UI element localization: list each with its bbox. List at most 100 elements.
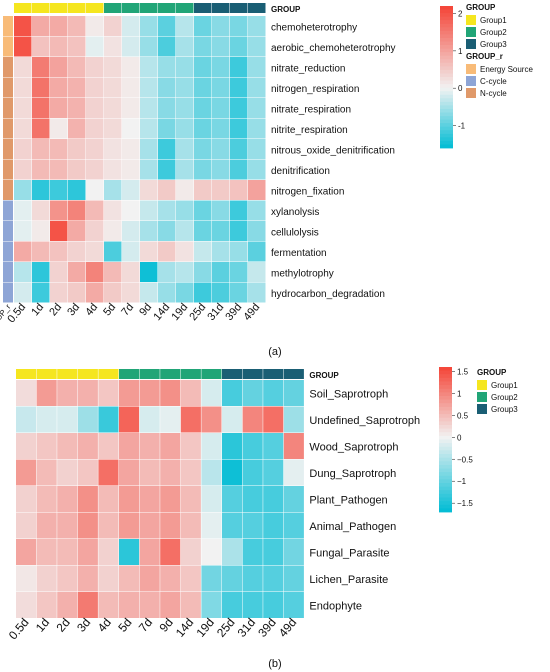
row-group-cell: [3, 180, 13, 200]
heatmap-cell: [140, 282, 158, 303]
color-scale-segment: [439, 468, 452, 473]
heatmap-cell: [230, 262, 248, 282]
heatmap-cell: [57, 380, 78, 406]
heatmap-cell: [212, 221, 230, 241]
color-scale-tick-label: 0.5: [457, 411, 469, 420]
color-scale-segment: [439, 493, 452, 498]
heatmap-cell: [201, 512, 222, 539]
color-scale-segment: [439, 479, 452, 484]
row-label: nitrate_respiration: [271, 104, 351, 115]
heatmap-cell: [122, 241, 140, 262]
heatmap-cell: [180, 459, 201, 486]
row-label: nitrous_oxide_denitrification: [271, 145, 395, 156]
heatmap-cell: [222, 539, 243, 565]
heatmap-cell: [212, 77, 230, 98]
column-label: 7d: [136, 615, 155, 634]
row-group-cell: [3, 282, 13, 303]
color-scale-segment: [440, 123, 453, 128]
heatmap-cell: [194, 98, 212, 118]
heatmap-cell: [176, 57, 194, 77]
color-scale-segment: [439, 472, 452, 477]
heatmap-cell: [57, 512, 78, 539]
color-scale-segment: [439, 504, 452, 509]
heatmap-cell: [263, 592, 284, 618]
color-scale-segment: [440, 105, 453, 110]
group-legend-swatch: [466, 27, 476, 37]
heatmap-cell: [32, 159, 50, 180]
heatmap-cell: [248, 262, 266, 282]
color-scale-segment: [440, 108, 453, 113]
color-scale-segment: [439, 475, 452, 480]
column-label: 5d: [101, 301, 118, 318]
heatmap-cell: [104, 139, 122, 159]
heatmap-cell: [158, 77, 176, 98]
heatmap-cell: [50, 262, 68, 282]
heatmap-cell: [139, 512, 160, 539]
heatmap-cell: [32, 16, 50, 36]
heatmap-cell: [16, 512, 37, 539]
heatmap-cell: [222, 459, 243, 486]
heatmap-cell: [248, 98, 266, 118]
heatmap-cell: [242, 380, 263, 406]
row-group-cell: [3, 139, 13, 159]
color-scale-segment: [440, 62, 453, 67]
heatmap-cell: [140, 98, 158, 118]
heatmap-cell: [248, 36, 266, 57]
heatmap-cell: [230, 36, 248, 57]
row-group-cell: [3, 57, 13, 77]
heatmap-cell: [140, 241, 158, 262]
row-group-cell: [3, 241, 13, 262]
heatmap-cell: [14, 159, 32, 180]
heatmap-cell: [32, 200, 50, 221]
heatmap-cell: [140, 159, 158, 180]
color-scale-segment: [439, 454, 452, 459]
color-scale-segment: [439, 414, 452, 419]
heatmap-cell: [160, 486, 181, 512]
heatmap-cell: [16, 592, 37, 618]
heatmap-cell: [122, 221, 140, 241]
color-scale-segment: [440, 20, 453, 25]
heatmap-cell: [50, 139, 68, 159]
heatmap-cell: [212, 57, 230, 77]
color-scale-tick-label: 1: [457, 389, 462, 398]
heatmap-panel-b: GROUP Soil_Saprotroph Undefined_Saprotrop…: [6, 367, 518, 642]
heatmap-cell: [158, 118, 176, 139]
color-scale-segment: [439, 377, 452, 382]
heatmap-cell: [68, 98, 86, 118]
color-scale-segment: [440, 41, 453, 46]
heatmap-cell: [32, 98, 50, 118]
group-legend-label: Group2: [480, 28, 507, 37]
heatmap-cell: [119, 539, 140, 565]
column-label: 25d: [214, 615, 238, 639]
heatmap-cell: [50, 159, 68, 180]
column-group-cell: [98, 369, 119, 379]
color-scale-segment: [439, 385, 452, 390]
heatmap-cell: [98, 512, 119, 539]
heatmap-cell: [230, 282, 248, 303]
color-scale-segment: [439, 439, 452, 444]
heatmap-cell: [86, 180, 104, 200]
heatmap-cell: [104, 241, 122, 262]
heatmap-cell: [50, 16, 68, 36]
column-group-cell: [176, 3, 194, 13]
heatmap-cell: [77, 512, 98, 539]
color-scale-segment: [439, 399, 452, 404]
row-group-cell: [3, 16, 13, 36]
heatmap-cell: [86, 57, 104, 77]
heatmap-cell: [14, 98, 32, 118]
heatmap-cell: [158, 221, 176, 241]
heatmap-cell: [16, 433, 37, 459]
heatmap-cell: [180, 592, 201, 618]
heatmap-cell: [176, 221, 194, 241]
color-scale-segment: [440, 94, 453, 99]
heatmap-cell: [122, 180, 140, 200]
heatmap-cell: [86, 282, 104, 303]
column-group-cell: [139, 369, 160, 379]
heatmap-cell: [50, 77, 68, 98]
group-legend-label: Group1: [491, 381, 518, 390]
heatmap-cell: [119, 433, 140, 459]
color-scale-segment: [439, 381, 452, 386]
color-scale-segment: [440, 116, 453, 120]
column-label: 5d: [115, 615, 134, 634]
